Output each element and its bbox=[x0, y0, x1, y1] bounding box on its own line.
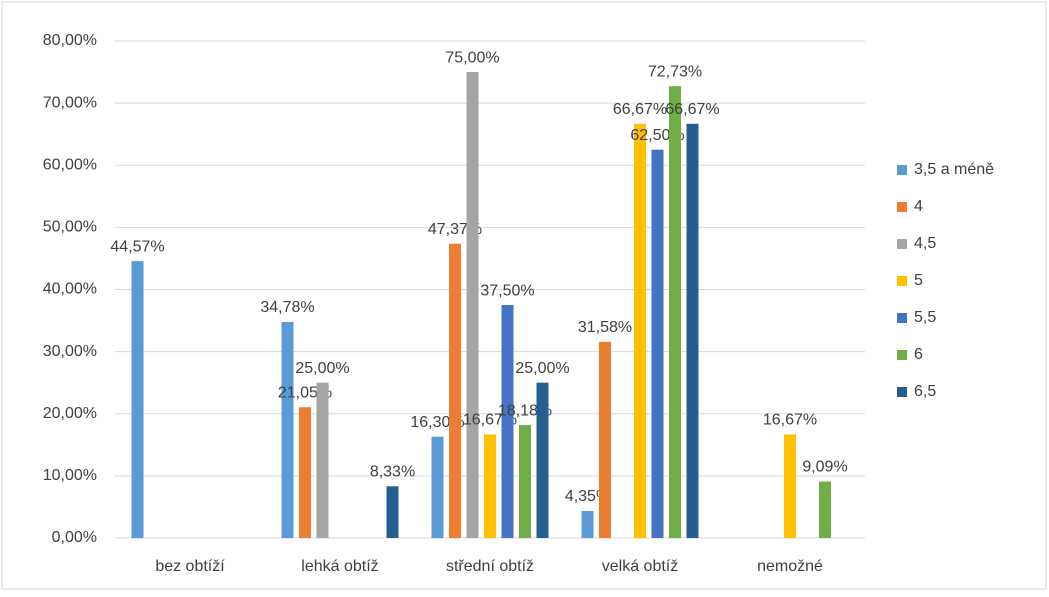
data-label: 66,67% bbox=[665, 101, 719, 118]
data-label: 16,67% bbox=[763, 412, 817, 429]
y-tick-label: 10,00% bbox=[43, 467, 97, 484]
y-tick-label: 0,00% bbox=[52, 529, 97, 546]
bar bbox=[131, 261, 144, 538]
bar bbox=[449, 243, 461, 539]
legend-swatch bbox=[897, 239, 907, 249]
data-label: 75,00% bbox=[445, 49, 499, 66]
x-tick-label: střední obtíž bbox=[446, 558, 534, 575]
bar bbox=[386, 486, 399, 538]
bar bbox=[281, 321, 294, 538]
y-tick-label: 50,00% bbox=[43, 219, 97, 236]
y-tick-label: 30,00% bbox=[43, 343, 97, 360]
bar bbox=[651, 149, 664, 538]
data-label: 66,67% bbox=[613, 101, 667, 118]
legend-label: 4,5 bbox=[914, 235, 936, 252]
bar bbox=[316, 382, 329, 538]
y-tick-label: 80,00% bbox=[43, 32, 97, 49]
bar bbox=[501, 305, 514, 538]
bar bbox=[634, 123, 646, 538]
legend-swatch bbox=[897, 313, 907, 323]
x-tick-label: bez obtíží bbox=[155, 558, 225, 575]
bar bbox=[669, 86, 681, 539]
y-tick-label: 70,00% bbox=[43, 94, 97, 111]
data-label: 72,73% bbox=[648, 63, 702, 80]
legend-label: 5 bbox=[914, 272, 923, 289]
bar bbox=[581, 510, 594, 538]
bar bbox=[784, 434, 796, 538]
legend-label: 6,5 bbox=[914, 383, 936, 400]
data-label: 4,35% bbox=[565, 488, 610, 505]
bar bbox=[431, 436, 444, 538]
legend-swatch bbox=[897, 202, 907, 212]
legend-label: 5,5 bbox=[914, 309, 936, 326]
data-label: 25,00% bbox=[295, 360, 349, 377]
bar bbox=[466, 72, 479, 538]
bar bbox=[599, 341, 611, 538]
legend-swatch bbox=[897, 165, 907, 175]
bar bbox=[686, 123, 699, 538]
data-label: 44,57% bbox=[110, 238, 164, 255]
y-tick-label: 60,00% bbox=[43, 156, 97, 173]
x-tick-label: velká obtíž bbox=[602, 558, 678, 575]
y-tick-label: 40,00% bbox=[43, 281, 97, 298]
legend-label: 3,5 a méně bbox=[914, 161, 994, 178]
y-tick-label: 20,00% bbox=[43, 405, 97, 422]
bar bbox=[536, 382, 549, 538]
bar bbox=[484, 434, 496, 538]
data-label: 31,58% bbox=[578, 319, 632, 336]
legend-swatch bbox=[897, 350, 907, 360]
legend-swatch bbox=[897, 387, 907, 397]
legend-swatch bbox=[897, 276, 907, 286]
bar bbox=[819, 481, 831, 538]
data-label: 34,78% bbox=[260, 299, 314, 316]
data-label: 9,09% bbox=[802, 459, 847, 476]
x-tick-label: nemožné bbox=[757, 558, 823, 575]
bar bbox=[299, 407, 311, 538]
data-label: 8,33% bbox=[370, 463, 415, 480]
data-label: 25,00% bbox=[515, 360, 569, 377]
data-label: 37,50% bbox=[480, 282, 534, 299]
legend-label: 4 bbox=[914, 198, 923, 215]
bar bbox=[519, 425, 531, 538]
legend-label: 6 bbox=[914, 346, 923, 363]
x-tick-label: lehká obtíž bbox=[301, 558, 378, 575]
